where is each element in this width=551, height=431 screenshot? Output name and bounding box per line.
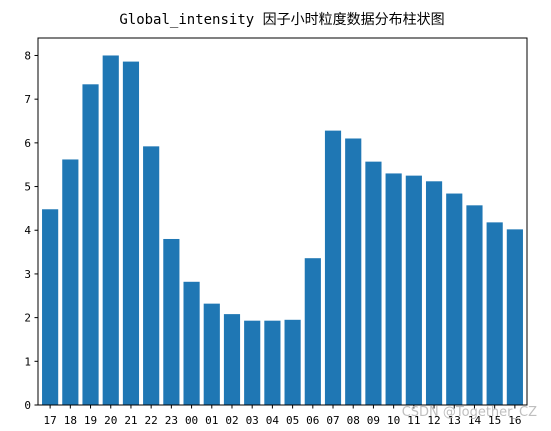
x-tick-label: 07	[326, 414, 339, 427]
bar-06	[304, 258, 321, 405]
bar-07	[324, 130, 342, 405]
bar-15	[486, 222, 503, 405]
bar-01	[203, 303, 220, 405]
x-tick-label: 20	[104, 414, 117, 427]
y-tick-label: 2	[24, 312, 31, 325]
bar-12	[425, 181, 443, 405]
chart-title: Global_intensity 因子小时粒度数据分布柱状图	[119, 12, 444, 28]
bar-11	[405, 175, 422, 406]
bar-16	[506, 229, 523, 405]
x-tick-label: 03	[246, 414, 259, 427]
plot-frame	[37, 37, 528, 406]
bar-09	[365, 161, 382, 405]
x-tick-label: 10	[387, 414, 400, 427]
y-axis: 0 1 2 3 4 5 6 7 8	[24, 49, 38, 412]
bar-21	[122, 61, 140, 406]
y-tick-label: 1	[24, 355, 31, 368]
x-tick-label: 21	[124, 414, 137, 427]
y-tick-label: 7	[24, 93, 31, 106]
y-tick-label: 0	[24, 399, 31, 412]
x-tick-label: 02	[225, 414, 238, 427]
x-tick-label: 05	[286, 414, 299, 427]
x-tick-label: 00	[185, 414, 198, 427]
x-tick-label: 09	[367, 414, 380, 427]
x-tick-label: 16	[508, 414, 521, 427]
bar-00	[183, 281, 200, 405]
x-tick-label: 15	[488, 414, 501, 427]
y-tick-label: 5	[24, 181, 31, 194]
y-tick-label: 6	[24, 137, 31, 150]
bar-20	[102, 55, 119, 405]
x-tick-label: 08	[347, 414, 360, 427]
bar-03	[244, 320, 261, 405]
y-tick-label: 8	[24, 49, 31, 62]
x-tick-label: 01	[205, 414, 218, 427]
bar-19	[82, 84, 99, 405]
bar-02	[223, 314, 241, 405]
bar-04	[264, 320, 281, 405]
bar-08	[345, 138, 362, 406]
x-tick-label: 23	[165, 414, 178, 427]
x-tick-label: 22	[145, 414, 158, 427]
y-tick-label: 3	[24, 268, 31, 281]
bar-18	[62, 159, 79, 405]
x-tick-label: 04	[266, 414, 280, 427]
x-tick-label: 18	[64, 414, 77, 427]
bar-22	[143, 146, 160, 405]
x-tick-label: 14	[468, 414, 482, 427]
bars-group	[42, 55, 523, 406]
bar-17	[42, 209, 59, 405]
y-tick-label: 4	[24, 224, 31, 237]
bar-05	[284, 319, 301, 405]
x-axis: 17 18 19 20 21 22 23 00 01 02 03 04 05 06 07 08 09 10 11 12…	[43, 405, 522, 427]
bar-14	[466, 205, 483, 405]
x-tick-label: 17	[43, 414, 56, 427]
x-tick-label: 13	[448, 414, 461, 427]
bar-13	[446, 193, 463, 405]
x-tick-label: 12	[427, 414, 440, 427]
x-tick-label: 19	[84, 414, 97, 427]
x-tick-label: 11	[407, 414, 420, 427]
x-tick-label: 06	[306, 414, 319, 427]
bar-10	[385, 173, 402, 405]
watermark-text: CSDN @Together_CZ	[402, 405, 537, 420]
bar-23	[163, 238, 180, 405]
